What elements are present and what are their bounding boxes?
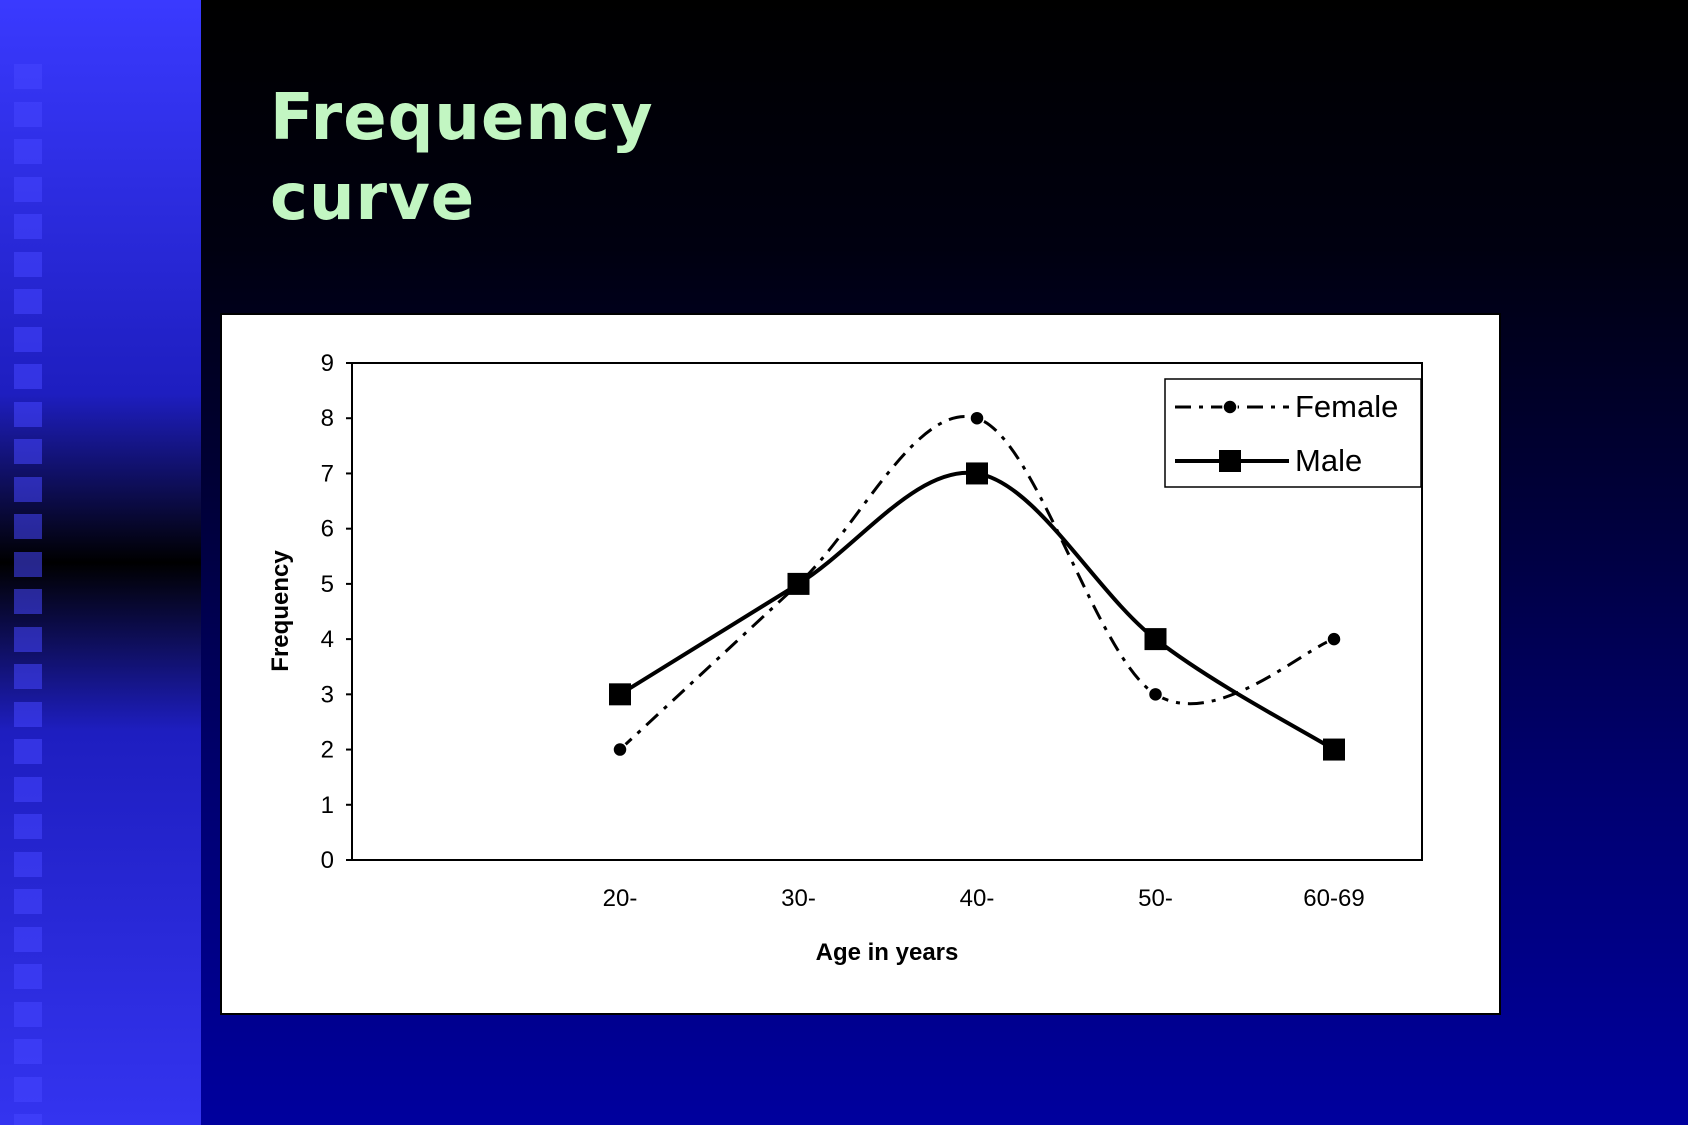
sidebar-square — [14, 664, 42, 689]
sidebar-square — [14, 551, 42, 577]
sidebar-square — [14, 214, 42, 239]
point-female — [612, 741, 628, 758]
sidebar-square — [14, 176, 42, 202]
y-tick-label: 7 — [321, 460, 334, 487]
y-tick-label: 4 — [321, 626, 334, 653]
point-male — [1323, 738, 1345, 761]
x-tick-label: 30- — [781, 885, 816, 912]
sidebar-square — [14, 814, 42, 839]
sidebar-square — [14, 326, 42, 352]
x-axis-title: Age in years — [816, 939, 959, 966]
sidebar-decoration — [0, 0, 201, 1125]
sidebar-square — [14, 626, 42, 652]
sidebar-square — [14, 64, 42, 89]
x-tick-label: 40- — [960, 885, 995, 912]
sidebar-square — [14, 1076, 42, 1102]
series-layer — [609, 410, 1345, 761]
sidebar-square — [14, 739, 42, 764]
sidebar-square — [14, 851, 42, 877]
title-line-2: curve — [270, 161, 476, 235]
point-male — [609, 683, 631, 706]
y-tick-label: 3 — [321, 681, 334, 708]
point-male — [1144, 628, 1167, 651]
sidebar-square — [14, 589, 42, 614]
frequency-chart: 0 1 2 3 4 5 6 7 8 9 20- 30- 40- 50- 60-69 Age in year… — [267, 350, 1423, 966]
sidebar-square — [14, 251, 42, 277]
sidebar-square — [14, 289, 42, 314]
sidebar-square — [14, 476, 42, 502]
point-female — [969, 410, 985, 426]
y-tick-label: 5 — [321, 571, 334, 598]
y-axis: 0 1 2 3 4 5 6 7 8 9 — [321, 350, 352, 874]
legend: Female Male — [1164, 378, 1422, 488]
point-female — [1326, 631, 1342, 647]
point-female — [1147, 686, 1164, 703]
sidebar-square — [14, 701, 42, 727]
series-female-line — [618, 414, 1335, 751]
sidebar-square — [14, 139, 42, 164]
point-male — [787, 572, 810, 595]
sidebar-square — [14, 1039, 42, 1064]
x-tick-label: 50- — [1138, 885, 1173, 912]
y-tick-label: 6 — [321, 516, 334, 543]
y-tick-label: 1 — [321, 792, 334, 819]
sidebar-square — [14, 1001, 42, 1027]
y-tick-label: 8 — [321, 405, 334, 432]
sidebar-square — [14, 964, 42, 989]
sidebar-square — [14, 889, 42, 914]
legend-box — [1164, 378, 1422, 488]
sidebar-square — [14, 101, 42, 127]
sidebar-square — [14, 439, 42, 464]
y-tick-label: 0 — [321, 847, 334, 874]
sidebar-square — [14, 1114, 42, 1125]
sidebar-square — [14, 514, 42, 539]
y-tick-label: 2 — [321, 737, 334, 764]
legend-female-label: Female — [1295, 389, 1398, 424]
x-tick-label: 60-69 — [1303, 885, 1364, 912]
chart-panel: 0 1 2 3 4 5 6 7 8 9 20- 30- 40- 50- 60-69 Age in year… — [220, 313, 1501, 1015]
sidebar-square — [14, 401, 42, 427]
sidebar-square — [14, 776, 42, 802]
slide-title: Frequency curve — [270, 78, 654, 238]
y-tick-label: 9 — [321, 350, 334, 377]
legend-male-marker — [1219, 450, 1241, 472]
point-male — [966, 462, 988, 485]
legend-male-label: Male — [1295, 443, 1362, 478]
x-axis: 20- 30- 40- 50- 60-69 — [603, 885, 1365, 912]
x-tick-label: 20- — [603, 885, 638, 912]
sidebar-square — [14, 364, 42, 389]
sidebar-square — [14, 926, 42, 952]
legend-female-marker — [1222, 399, 1238, 415]
y-axis-title: Frequency — [267, 550, 294, 672]
title-line-1: Frequency — [270, 81, 654, 155]
